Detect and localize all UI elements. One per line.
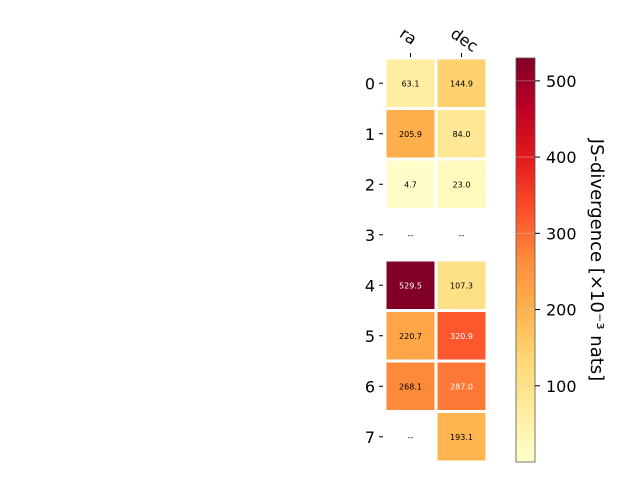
row-tick-label: 7: [365, 428, 375, 447]
colorbar: 100 200 300 400 500 JS-divergence [×10⁻³ nats…: [515, 57, 607, 463]
row-tick-label: 4: [365, 276, 375, 295]
row-tick-label: 3: [365, 226, 375, 245]
cell-missing-label: --: [408, 433, 414, 442]
cell-missing-label: --: [408, 231, 414, 240]
heatmap-cell: [437, 261, 486, 309]
heatmap-cell: [386, 160, 435, 208]
colorbar-tick-label: 400: [546, 148, 577, 167]
column-label: ra: [396, 24, 420, 49]
cell-value-label: 84.0: [453, 130, 471, 139]
colorbar-tick-label: 200: [546, 301, 577, 320]
cell-value-label: 529.5: [399, 281, 422, 290]
colorbar-title: JS-divergence [×10⁻³ nats]: [586, 138, 607, 381]
colorbar-tick-label: 300: [546, 224, 577, 243]
heatmap-cell: [437, 160, 486, 208]
colorbar-tick-label: 500: [546, 72, 577, 91]
cell-value-label: 63.1: [402, 79, 420, 88]
row-tick-label: 1: [365, 125, 375, 144]
colorbar-tick-label: 100: [546, 377, 577, 396]
heatmap-cell: [437, 312, 486, 360]
cell-value-label: 193.1: [450, 433, 473, 442]
cell-value-label: 287.0: [450, 382, 473, 391]
cell-value-label: 220.7: [399, 332, 422, 341]
cell-value-label: 205.9: [399, 130, 422, 139]
heatmap-cell: [437, 110, 486, 158]
cell-value-label: 144.9: [450, 79, 473, 88]
heatmap-cell: [386, 59, 435, 107]
cell-value-label: 107.3: [450, 281, 473, 290]
row-tick-label: 0: [365, 74, 375, 93]
heatmap-cell: [437, 413, 486, 461]
heatmap-cell: [386, 362, 435, 410]
row-tick-label: 6: [365, 377, 375, 396]
heatmap-cell: [386, 312, 435, 360]
heatmap-cell: [386, 261, 435, 309]
cell-value-label: 320.9: [450, 332, 473, 341]
row-tick-label: 5: [365, 327, 375, 346]
heatmap-grid: 63.1 144.9 205.9 84.0 4.7 23.0 -- -- 529.5 107.3 2…: [386, 59, 486, 461]
cell-missing-label: --: [459, 231, 465, 240]
cell-value-label: 4.7: [404, 180, 417, 189]
cell-value-label: 268.1: [399, 382, 422, 391]
heatmap-cell: [437, 362, 486, 410]
heatmap-cell: [386, 110, 435, 158]
column-label: dec: [447, 24, 481, 56]
cell-value-label: 23.0: [453, 180, 471, 189]
row-tick-label: 2: [365, 175, 375, 194]
heatmap-cell: [437, 59, 486, 107]
colorbar-gradient: [515, 57, 536, 463]
